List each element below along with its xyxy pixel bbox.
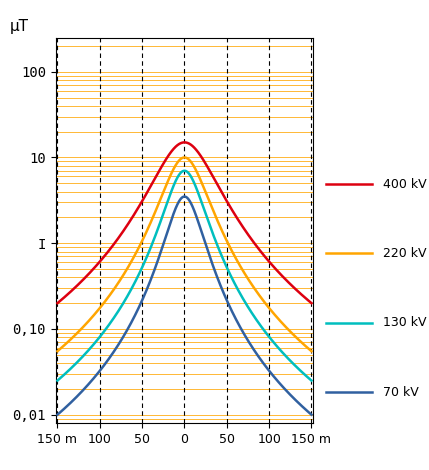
220 kV <box>68 337 73 343</box>
130 kV <box>172 181 177 187</box>
400 kV <box>309 300 314 306</box>
Text: μT: μT <box>9 19 28 34</box>
70 kV <box>302 405 307 411</box>
220 kV <box>255 290 260 296</box>
70 kV <box>309 412 314 417</box>
130 kV <box>309 378 314 384</box>
Line: 70 kV: 70 kV <box>57 196 311 415</box>
Line: 400 kV: 400 kV <box>57 142 311 303</box>
400 kV <box>55 300 60 306</box>
130 kV <box>302 371 307 377</box>
70 kV <box>68 400 73 406</box>
220 kV <box>178 156 184 162</box>
Text: 220 kV: 220 kV <box>383 247 426 260</box>
400 kV <box>255 245 260 251</box>
400 kV <box>172 145 177 151</box>
130 kV <box>55 378 60 384</box>
220 kV <box>182 155 187 160</box>
70 kV <box>172 209 177 215</box>
400 kV <box>302 294 307 300</box>
220 kV <box>309 348 314 354</box>
70 kV <box>55 412 60 417</box>
220 kV <box>172 165 177 171</box>
220 kV <box>55 348 60 354</box>
400 kV <box>178 140 184 146</box>
70 kV <box>255 352 260 358</box>
130 kV <box>182 168 187 173</box>
400 kV <box>68 289 73 295</box>
130 kV <box>255 319 260 324</box>
400 kV <box>182 140 187 145</box>
Line: 130 kV: 130 kV <box>57 171 311 381</box>
Text: 70 kV: 70 kV <box>383 386 418 399</box>
130 kV <box>178 170 184 175</box>
70 kV <box>302 406 307 411</box>
70 kV <box>182 194 187 199</box>
220 kV <box>302 342 307 348</box>
Text: 130 kV: 130 kV <box>383 316 426 329</box>
Line: 220 kV: 220 kV <box>57 157 311 351</box>
220 kV <box>302 342 307 348</box>
130 kV <box>302 371 307 377</box>
130 kV <box>68 366 73 372</box>
Text: 400 kV: 400 kV <box>383 178 426 190</box>
70 kV <box>178 196 184 202</box>
400 kV <box>302 294 307 300</box>
